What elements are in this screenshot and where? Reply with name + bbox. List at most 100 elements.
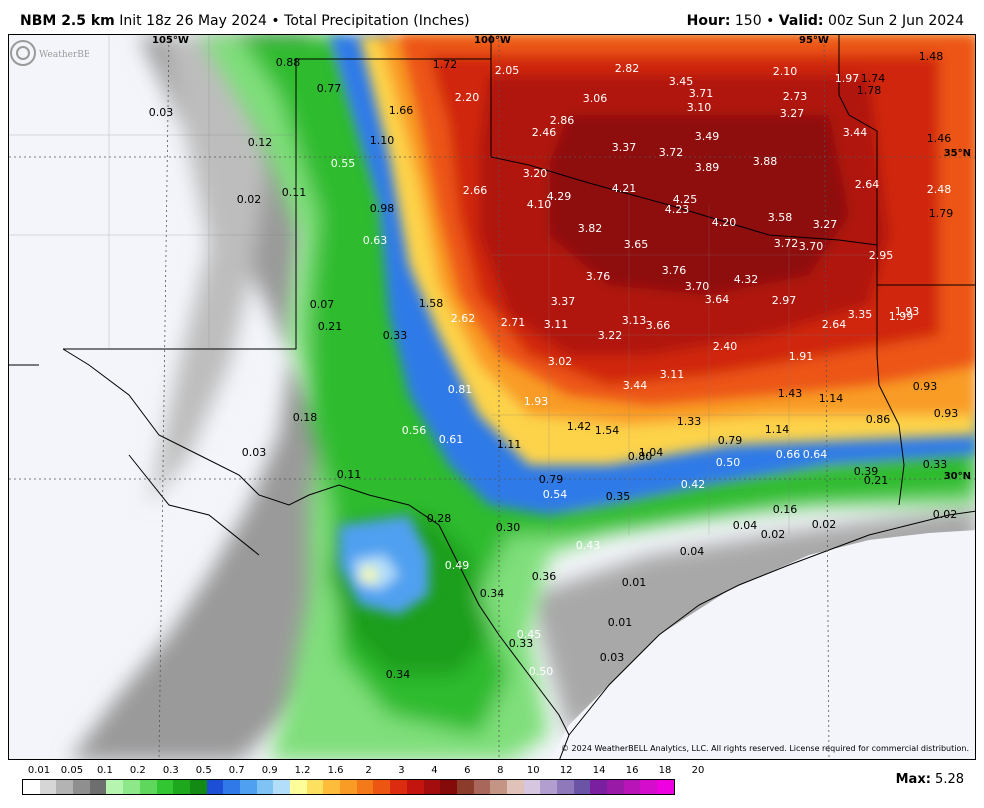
amount-label: 1.10: [369, 134, 395, 147]
amount-label: 3.10: [686, 101, 712, 114]
amount-label: 1.46: [926, 132, 952, 145]
amount-label: 0.43: [575, 539, 601, 552]
lon-100-label: 100°W: [474, 35, 511, 46]
amount-label: 2.10: [772, 65, 798, 78]
svg-text:WeatherBELL: WeatherBELL: [39, 50, 89, 60]
amount-label: 3.35: [847, 308, 873, 321]
amount-label: 0.35: [605, 490, 631, 503]
lon-95-label: 95°W: [799, 35, 829, 46]
amount-label: 3.88: [752, 155, 778, 168]
amount-label: 2.62: [450, 312, 476, 325]
amount-label: 1.11: [496, 438, 522, 451]
amount-label: 3.20: [522, 167, 548, 180]
precip-field: [9, 35, 975, 759]
amount-label: 0.93: [912, 380, 938, 393]
amount-label: 1.66: [388, 104, 414, 117]
amount-label: 3.70: [684, 280, 710, 293]
amount-label: 1.97: [834, 72, 860, 85]
legend-swatch: [573, 780, 591, 794]
legend-swatch: [73, 780, 90, 794]
legend-swatch: [189, 780, 207, 794]
legend-tick-label: 20: [691, 765, 705, 776]
amount-label: 0.64: [802, 448, 828, 461]
legend-tick-label: 2: [365, 765, 372, 776]
amount-label: 1.14: [764, 423, 790, 436]
amount-label: 0.02: [236, 193, 262, 206]
amount-label: 0.33: [922, 458, 948, 471]
amount-label: 0.86: [865, 413, 891, 426]
header-title: NBM 2.5 km Init 18z 26 May 2024 • Total …: [20, 13, 470, 29]
amount-label: 0.21: [863, 474, 889, 487]
max-amount: 5.28: [935, 772, 964, 787]
legend-tick-label: 14: [592, 765, 606, 776]
amount-label: 1.99: [888, 310, 914, 323]
amount-label: 0.54: [542, 488, 568, 501]
amount-label: 0.33: [382, 329, 408, 342]
weatherbell-logo: WeatherBELL: [10, 40, 89, 66]
legend-tick-label: 0.7: [228, 765, 245, 776]
legend-colorbar: [22, 779, 675, 795]
valid-label: Valid:: [778, 13, 824, 29]
amount-label: 1.43: [777, 387, 803, 400]
legend-swatch: [156, 780, 174, 794]
legend-tick-label: 16: [625, 765, 639, 776]
amount-label: 2.64: [821, 318, 847, 331]
legend-swatch: [123, 780, 140, 794]
amount-label: 0.42: [680, 478, 706, 491]
legend-tick-label: 0.01: [27, 765, 51, 776]
amount-label: 0.18: [292, 411, 318, 424]
header: NBM 2.5 km Init 18z 26 May 2024 • Total …: [0, 0, 984, 34]
legend-swatch: [206, 780, 224, 794]
amount-label: 0.02: [811, 518, 837, 531]
amount-label: 0.49: [444, 559, 470, 572]
amount-label: 3.70: [798, 240, 824, 253]
legend-tick-label: 0.5: [195, 765, 212, 776]
max-label: Max:: [895, 772, 931, 787]
amount-label: 3.65: [623, 238, 649, 251]
legend-swatch: [506, 780, 524, 794]
legend-swatch: [523, 780, 541, 794]
amount-label: 0.50: [715, 456, 741, 469]
amount-label: 0.79: [538, 473, 564, 486]
legend-swatch: [273, 780, 290, 794]
amount-label: 2.97: [771, 294, 797, 307]
amount-label: 0.50: [528, 665, 554, 678]
amount-label: 3.82: [577, 222, 603, 235]
product-name: Total Precipitation (Inches): [284, 13, 470, 29]
legend-tick-label: 0.05: [60, 765, 84, 776]
amount-label: 1.79: [928, 207, 954, 220]
amount-label: 0.77: [316, 82, 342, 95]
legend-tick-label: 6: [464, 765, 471, 776]
max-value: Max: 5.28: [896, 772, 964, 787]
amount-label: 0.34: [479, 587, 505, 600]
amount-label: 3.76: [661, 264, 687, 277]
amount-label: 3.11: [543, 318, 569, 331]
model-name: NBM 2.5 km: [20, 13, 115, 29]
amount-label: 3.02: [547, 355, 573, 368]
lat-30-label: 30°N: [943, 471, 971, 482]
legend-swatch: [590, 780, 608, 794]
legend-tick-label: 0.2: [129, 765, 146, 776]
amount-label: 0.21: [317, 320, 343, 333]
amount-label: 1.14: [818, 392, 844, 405]
amount-label: 4.23: [664, 203, 690, 216]
amount-label: 0.34: [385, 668, 411, 681]
legend-tick-label: 1.6: [327, 765, 344, 776]
amount-label: 0.79: [717, 434, 743, 447]
amount-label: 3.76: [585, 270, 611, 283]
amount-label: 0.01: [607, 616, 633, 629]
copyright-notice: © 2024 WeatherBELL Analytics, LLC. All r…: [561, 744, 969, 753]
legend-swatch: [306, 780, 324, 794]
legend-swatch: [640, 780, 658, 794]
amount-label: 1.72: [432, 58, 458, 71]
legend-swatch: [356, 780, 374, 794]
amount-label: 0.03: [599, 651, 625, 664]
amount-label: 3.72: [773, 237, 799, 250]
amount-label: 1.91: [788, 350, 814, 363]
amount-label: 4.21: [611, 182, 637, 195]
legend-swatch: [173, 780, 190, 794]
legend-swatch: [223, 780, 240, 794]
amount-label: 3.44: [842, 126, 868, 139]
amount-label: 2.71: [500, 316, 526, 329]
legend-tick-label: 3: [398, 765, 405, 776]
